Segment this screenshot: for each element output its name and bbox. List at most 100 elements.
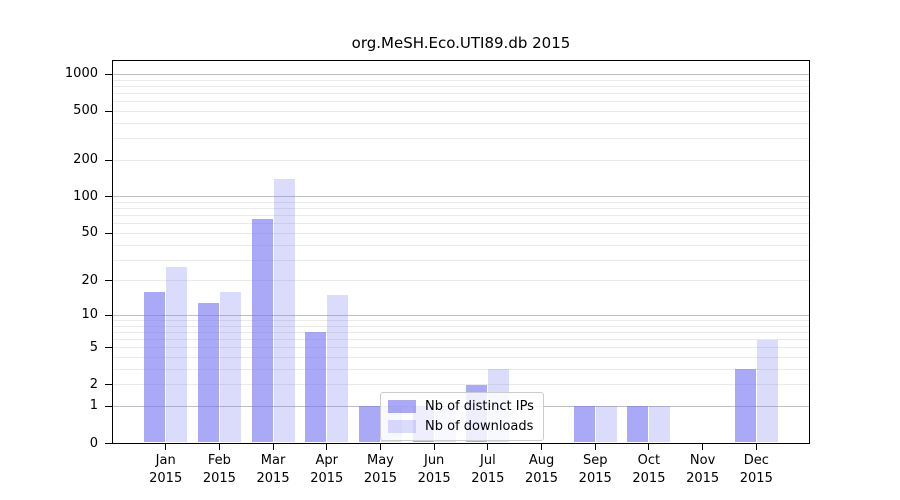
y-tick-label: 500 (73, 103, 98, 119)
bar-sep-downloads (595, 406, 617, 443)
x-tick-mark (272, 444, 274, 450)
y-tick-mark (105, 384, 112, 386)
chart-title: org.MeSH.Eco.UTI89.db 2015 (351, 34, 571, 52)
y-gridline (113, 347, 809, 349)
y-gridline (113, 357, 809, 359)
y-gridline (113, 101, 809, 103)
x-tick-label-month: Sep (582, 452, 608, 468)
y-gridline (113, 73, 809, 75)
y-gridline (113, 85, 809, 87)
y-tick-label: 1 (89, 398, 98, 414)
x-tick-mark (218, 444, 220, 450)
legend-swatch-distinct-ips-icon (388, 400, 416, 413)
legend-label-distinct-ips: Nb of distinct IPs (425, 399, 534, 414)
x-tick-label-year: 2015 (417, 470, 451, 486)
y-gridline (113, 215, 809, 217)
bar-jan-distinct-ips (144, 292, 166, 443)
x-tick-label-year: 2015 (739, 470, 773, 486)
y-gridline (113, 339, 809, 341)
y-gridline (113, 232, 809, 234)
y-gridline (113, 122, 809, 124)
x-tick-mark (433, 444, 435, 450)
y-tick-mark (105, 280, 112, 282)
x-tick-label-month: Jun (423, 452, 445, 468)
y-tick-mark (105, 314, 112, 316)
bar-mar-downloads (273, 179, 295, 443)
bar-feb-downloads (219, 292, 241, 443)
x-tick-mark (541, 444, 543, 450)
x-tick-mark (165, 444, 167, 450)
y-tick-mark (105, 159, 112, 161)
y-gridline (113, 314, 809, 316)
x-tick-label-month: Oct (637, 452, 661, 468)
y-gridline (113, 79, 809, 81)
x-tick-label-month: Aug (528, 452, 555, 468)
legend-label-downloads: Nb of downloads (425, 419, 534, 434)
x-tick-label-month: May (367, 452, 394, 468)
bar-apr-distinct-ips (305, 332, 327, 443)
y-tick-label: 20 (81, 272, 98, 288)
x-tick-label-year: 2015 (632, 470, 666, 486)
x-tick-mark (487, 444, 489, 450)
bar-may-distinct-ips (358, 406, 380, 443)
y-gridline (113, 110, 809, 112)
bar-oct-downloads (649, 406, 671, 443)
x-tick-label-year: 2015 (202, 470, 236, 486)
y-tick-mark (105, 347, 112, 349)
y-gridline (113, 202, 809, 204)
y-tick-mark (105, 232, 112, 234)
y-gridline (113, 196, 809, 198)
x-tick-label-year: 2015 (578, 470, 612, 486)
x-tick-label-year: 2015 (256, 470, 290, 486)
x-tick-label-year: 2015 (686, 470, 720, 486)
y-tick-label: 200 (73, 152, 98, 168)
y-gridline (113, 138, 809, 140)
y-tick-label: 5 (89, 339, 98, 355)
x-tick-label-month: Jan (155, 452, 176, 468)
x-tick-mark (702, 444, 704, 450)
x-tick-mark (379, 444, 381, 450)
y-tick-label: 1000 (64, 66, 98, 82)
legend: Nb of distinct IPs Nb of downloads (380, 392, 544, 441)
bar-oct-distinct-ips (627, 406, 649, 443)
y-gridline (113, 208, 809, 210)
y-gridline (113, 159, 809, 161)
x-tick-label-year: 2015 (149, 470, 183, 486)
y-tick-label: 2 (89, 376, 98, 392)
y-gridline (113, 331, 809, 333)
bar-mar-distinct-ips (251, 218, 273, 443)
bar-feb-distinct-ips (197, 302, 219, 443)
y-gridline (113, 280, 809, 282)
x-tick-label-year: 2015 (524, 470, 559, 486)
bar-dec-downloads (756, 339, 778, 443)
x-tick-mark (755, 444, 757, 450)
y-tick-label: 10 (81, 307, 98, 323)
x-tick-label-year: 2015 (310, 470, 344, 486)
x-tick-label-month: Nov (689, 452, 716, 468)
x-tick-mark (594, 444, 596, 450)
x-tick-label-month: Feb (207, 452, 231, 468)
x-tick-label-month: Mar (260, 452, 286, 468)
bar-jan-downloads (166, 267, 188, 443)
y-tick-label: 50 (81, 225, 98, 241)
y-gridline (113, 384, 809, 386)
x-tick-mark (648, 444, 650, 450)
x-tick-label-month: Dec (743, 452, 769, 468)
x-tick-label-year: 2015 (363, 470, 397, 486)
bar-apr-downloads (327, 295, 349, 443)
x-tick-mark (326, 444, 328, 450)
bar-sep-distinct-ips (573, 406, 595, 443)
y-tick-mark (105, 405, 112, 407)
y-tick-mark (105, 110, 112, 112)
y-tick-mark (105, 196, 112, 198)
x-tick-label-year: 2015 (471, 470, 505, 486)
y-tick-label: 0 (89, 435, 98, 451)
y-gridline (113, 259, 809, 261)
y-gridline (113, 368, 809, 370)
bar-dec-distinct-ips (734, 369, 756, 443)
y-tick-mark (105, 73, 112, 75)
legend-item-downloads: Nb of downloads (388, 419, 535, 434)
legend-swatch-downloads-icon (388, 420, 416, 433)
legend-item-distinct-ips: Nb of distinct IPs (388, 399, 535, 414)
